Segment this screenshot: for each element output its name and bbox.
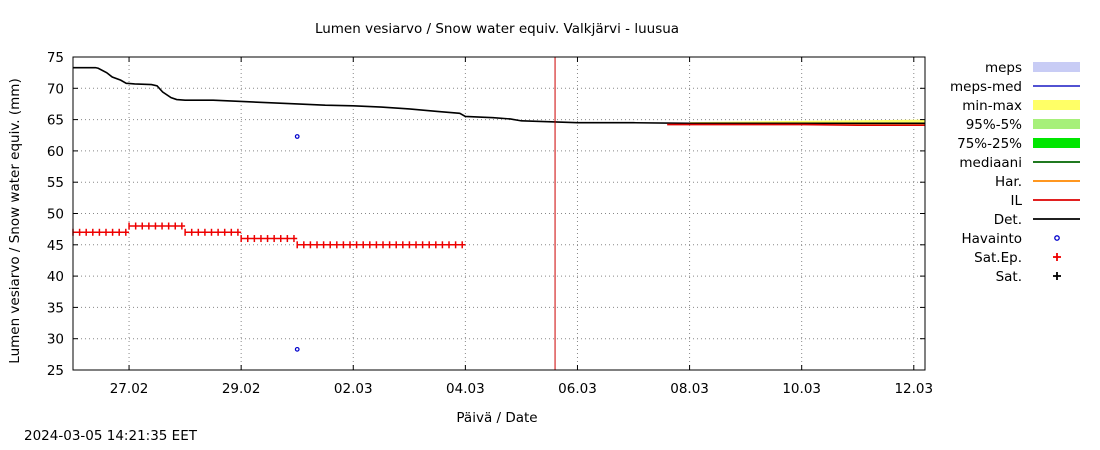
y-tick-label: 60 <box>47 144 64 160</box>
legend-swatch <box>1033 100 1080 110</box>
legend-swatch <box>1054 235 1060 241</box>
y-tick-label: 50 <box>47 207 64 223</box>
legend-label: Har. <box>995 174 1022 190</box>
x-tick-label: 27.02 <box>110 381 149 397</box>
legend: meps meps-med min-max 95%-5% 75%-25% mediaani… <box>950 60 1080 285</box>
observation-point <box>294 346 300 352</box>
y-tick-label: 55 <box>47 175 64 191</box>
legend-swatch <box>1033 62 1080 72</box>
y-tick-label: 70 <box>47 81 64 97</box>
line-il <box>667 123 925 127</box>
legend-label: 75%-25% <box>957 136 1022 152</box>
x-tick-label: 06.03 <box>558 381 597 397</box>
x-axis-label: Päivä / Date <box>456 410 537 426</box>
x-tick-label: 29.02 <box>222 381 261 397</box>
x-tick-label: 04.03 <box>446 381 485 397</box>
x-axis-ticks: 27.02 29.02 02.03 04.03 06.03 08.03 10.03 12.03 <box>110 57 933 397</box>
grid-lines <box>73 57 925 370</box>
legend-label: mediaani <box>959 155 1022 171</box>
legend-label: IL <box>1010 193 1022 209</box>
x-tick-label: 02.03 <box>334 381 373 397</box>
legend-label: meps <box>985 60 1022 76</box>
legend-label: 95%-5% <box>966 117 1022 133</box>
legend-label: Sat. <box>996 269 1022 285</box>
y-tick-label: 65 <box>47 113 64 129</box>
sat-ep-points <box>72 222 466 249</box>
x-tick-label: 08.03 <box>670 381 709 397</box>
legend-label: Havainto <box>961 231 1022 247</box>
y-tick-label: 35 <box>47 300 64 316</box>
legend-swatch <box>1033 138 1080 148</box>
y-tick-label: 30 <box>47 332 64 348</box>
y-axis-ticks: 25 30 35 40 45 50 55 60 65 70 75 <box>47 50 925 379</box>
x-tick-label: 12.03 <box>894 381 933 397</box>
observation-points <box>294 134 300 352</box>
y-axis-label: Lumen vesiarvo / Snow water equiv. (mm) <box>7 78 23 363</box>
generated-timestamp: 2024-03-05 14:21:35 EET <box>24 428 197 444</box>
legend-label: meps-med <box>950 79 1022 95</box>
y-tick-label: 75 <box>47 50 64 66</box>
y-tick-label: 25 <box>47 363 64 379</box>
y-tick-label: 40 <box>47 269 64 285</box>
chart-title: Lumen vesiarvo / Snow water equiv. Valkj… <box>315 21 679 37</box>
line-det- <box>73 66 925 125</box>
x-tick-label: 10.03 <box>782 381 821 397</box>
legend-label: Det. <box>994 212 1022 228</box>
line-series <box>73 66 925 127</box>
legend-label: min-max <box>962 98 1022 114</box>
observation-point <box>294 134 300 139</box>
y-tick-label: 45 <box>47 238 64 254</box>
legend-label: Sat.Ep. <box>974 250 1022 266</box>
legend-swatch <box>1033 119 1080 129</box>
